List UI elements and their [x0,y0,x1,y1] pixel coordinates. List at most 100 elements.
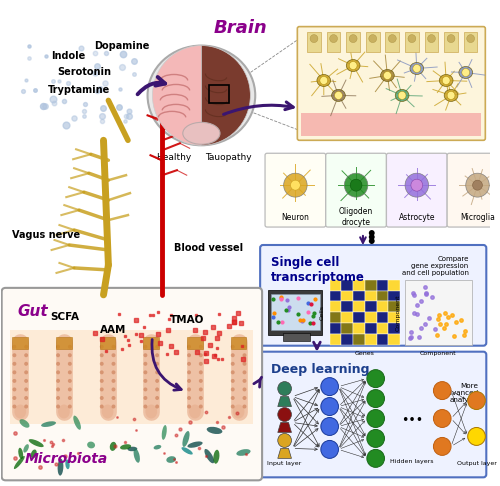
Bar [342,323,353,334]
Circle shape [278,408,291,421]
Text: AAM: AAM [100,325,126,335]
Ellipse shape [128,447,138,451]
Ellipse shape [134,449,140,463]
Circle shape [242,396,246,400]
Bar [271,294,320,330]
Circle shape [155,362,159,366]
Circle shape [68,353,72,357]
Bar [187,337,203,348]
Circle shape [231,370,234,374]
Text: Compare
gene expression
and cell population: Compare gene expression and cell populat… [402,256,468,276]
Circle shape [56,362,60,366]
Ellipse shape [182,447,192,454]
Bar [209,86,229,104]
Bar [10,330,254,424]
Circle shape [466,35,474,43]
Text: Brain: Brain [214,18,268,36]
Circle shape [321,398,338,416]
Bar [231,337,246,348]
Text: Oligoden
drocyte: Oligoden drocyte [339,208,373,227]
Bar [302,113,482,136]
Circle shape [408,35,416,43]
Circle shape [231,379,234,383]
Text: Serotonin: Serotonin [58,68,112,77]
Polygon shape [278,397,291,406]
Circle shape [349,62,357,69]
Circle shape [144,370,148,374]
Circle shape [231,353,234,357]
Circle shape [369,230,374,236]
Circle shape [384,71,392,80]
Bar [365,334,376,345]
Circle shape [388,35,396,43]
Ellipse shape [18,448,23,459]
Circle shape [112,370,116,374]
Circle shape [199,396,203,400]
Text: Genes: Genes [355,351,375,356]
Bar [346,32,360,52]
Text: Component: Component [420,351,457,356]
Circle shape [100,345,103,348]
Circle shape [144,396,148,400]
Circle shape [278,382,291,396]
Circle shape [199,387,203,391]
Circle shape [112,396,116,400]
Bar [388,301,400,312]
Ellipse shape [317,74,330,87]
Text: Gut: Gut [18,304,48,319]
Circle shape [321,378,338,396]
Bar [388,334,400,345]
Text: Hidden layers: Hidden layers [390,459,434,464]
Circle shape [231,396,234,400]
Bar [342,301,353,312]
Circle shape [12,379,16,383]
Bar [326,32,340,52]
Ellipse shape [188,441,202,448]
FancyBboxPatch shape [260,245,486,346]
Circle shape [466,173,489,197]
Circle shape [68,345,72,348]
Circle shape [242,353,246,357]
Circle shape [468,428,485,446]
Ellipse shape [20,419,30,428]
Bar [100,337,116,348]
Circle shape [242,362,246,366]
Circle shape [284,173,307,197]
Bar [424,32,438,52]
Circle shape [24,404,28,409]
Ellipse shape [66,459,70,469]
Circle shape [199,370,203,374]
Circle shape [68,404,72,409]
Bar [330,334,342,345]
Ellipse shape [444,89,458,102]
Circle shape [56,353,60,357]
Circle shape [231,345,234,348]
Bar [464,32,477,52]
Bar [56,337,72,348]
Wedge shape [152,46,202,145]
Bar [388,312,400,323]
Bar [307,32,321,52]
Circle shape [290,180,300,190]
Text: Blood vessel: Blood vessel [174,243,243,253]
Bar [376,312,388,323]
Circle shape [411,179,422,191]
Ellipse shape [24,444,29,452]
Ellipse shape [74,416,81,430]
Bar [365,291,376,301]
Circle shape [187,370,191,374]
Circle shape [100,404,103,409]
Text: Neuron: Neuron [282,212,310,222]
Circle shape [321,417,338,435]
Circle shape [405,173,428,197]
FancyBboxPatch shape [2,288,262,480]
Circle shape [12,387,16,391]
Circle shape [447,35,455,43]
Circle shape [367,410,384,428]
Bar [376,291,388,301]
Circle shape [68,370,72,374]
FancyBboxPatch shape [386,153,447,227]
Bar [444,32,458,52]
Ellipse shape [102,404,114,418]
Text: TMAO: TMAO [170,315,204,325]
